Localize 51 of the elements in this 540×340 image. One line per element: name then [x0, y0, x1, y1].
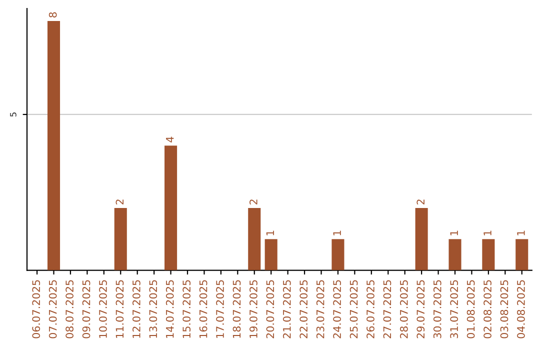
- x-tick-label: 06.07.2025: [32, 280, 40, 338]
- data-label: 1: [450, 230, 458, 236]
- bar: [415, 208, 428, 270]
- data-label: 1: [266, 230, 274, 236]
- x-tick-label: 26.07.2025: [366, 280, 374, 338]
- bar: [264, 239, 278, 270]
- data-label: 1: [517, 230, 525, 236]
- data-label: 2: [116, 200, 124, 204]
- x-tick-label: 25.07.2025: [350, 280, 358, 338]
- data-label: 1: [484, 230, 492, 236]
- x-tick-label: 31.07.2025: [450, 280, 458, 338]
- x-tick-label: 27.07.2025: [383, 280, 392, 338]
- x-tick-label: 16.07.2025: [199, 280, 208, 338]
- data-label: 8: [48, 12, 57, 18]
- x-tick-label: 29.07.2025: [416, 280, 425, 338]
- x-tick-label: 19.07.2025: [250, 280, 258, 338]
- x-tick-label: 02.08.2025: [484, 280, 492, 338]
- x-tick-label: 03.08.2025: [500, 280, 508, 338]
- x-tick-label: 28.07.2025: [400, 280, 408, 338]
- x-tick-label: 04.08.2025: [517, 280, 525, 338]
- data-label: 4: [166, 136, 174, 142]
- y-tick-label: 5: [10, 112, 16, 116]
- x-tick-label: 12.07.2025: [132, 280, 140, 338]
- x-tick-label: 07.07.2025: [48, 280, 57, 338]
- x-tick-label: 11.07.2025: [116, 280, 124, 338]
- x-tick-label: 20.07.2025: [266, 280, 274, 338]
- x-tick-label: 13.07.2025: [149, 280, 158, 338]
- x-tick-label: 23.07.2025: [316, 280, 324, 338]
- x-tick-label: 21.07.2025: [282, 280, 291, 338]
- x-tick-label: 17.07.2025: [216, 280, 224, 338]
- x-tick-label: 24.07.2025: [333, 280, 341, 338]
- data-label: 1: [333, 230, 341, 236]
- x-tick-label: 18.07.2025: [232, 280, 241, 338]
- data-label: 2: [250, 200, 258, 204]
- bar: [164, 146, 178, 270]
- x-tick-label: 01.08.2025: [466, 280, 475, 338]
- bar: [332, 239, 344, 270]
- bar: [516, 239, 528, 270]
- x-tick-label: 14.07.2025: [166, 280, 174, 338]
- x-tick-label: 15.07.2025: [182, 280, 191, 338]
- bar: [482, 239, 495, 270]
- x-tick-label: 10.07.2025: [99, 280, 107, 338]
- bar: [248, 208, 261, 270]
- bar: [114, 208, 127, 270]
- x-tick-label: 22.07.2025: [300, 280, 308, 338]
- bar: [448, 239, 462, 270]
- bar: [47, 20, 60, 270]
- data-label: 2: [416, 200, 424, 204]
- x-tick-label: 09.07.2025: [82, 280, 90, 338]
- x-tick-label: 08.07.2025: [66, 280, 74, 338]
- x-tick-label: 30.07.2025: [433, 280, 442, 338]
